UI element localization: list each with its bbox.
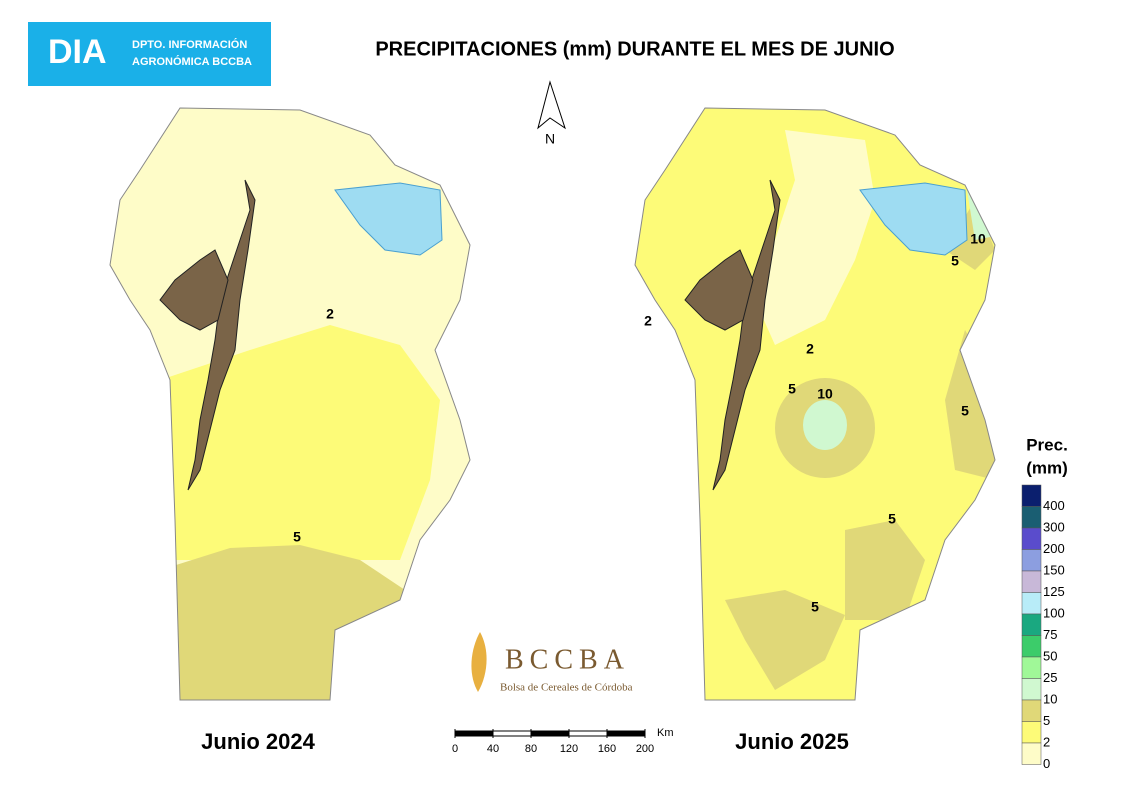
legend-label: 75	[1043, 627, 1057, 642]
contour-label: 5	[961, 403, 969, 419]
scale-segment	[530, 730, 570, 737]
legend-label: 300	[1043, 519, 1065, 534]
contour-label: 2	[326, 306, 334, 322]
legend-label: 100	[1043, 605, 1065, 620]
legend-swatch	[1021, 656, 1042, 679]
contour-label: 10	[970, 231, 986, 247]
north-label: N	[545, 131, 555, 147]
logo-subtitle: Bolsa de Cereales de Córdoba	[500, 682, 633, 694]
contour-label: 5	[788, 381, 796, 397]
legend-swatch	[1021, 635, 1042, 658]
title: PRECIPITACIONES (mm) DURANTE EL MES DE J…	[375, 38, 894, 60]
dept-text: AGRONÓMICA BCCBA	[132, 55, 252, 68]
legend-label: 400	[1043, 498, 1065, 513]
map-2024	[109, 107, 471, 701]
legend-label: 200	[1043, 541, 1065, 556]
contour-label: 5	[293, 529, 301, 545]
legend-swatch	[1021, 570, 1042, 593]
scale-label: 160	[598, 743, 616, 755]
contour-label: 2	[644, 313, 652, 329]
scale-label: 80	[525, 743, 537, 755]
legend-swatch	[1021, 742, 1042, 765]
legend-swatch	[1021, 506, 1042, 529]
contour-label: 10	[817, 386, 833, 402]
scale-segment	[606, 730, 646, 737]
legend-label: 2	[1043, 734, 1050, 749]
legend-title: (mm)	[1026, 458, 1068, 477]
legend-swatch	[1021, 721, 1042, 744]
scale-label: 0	[452, 743, 458, 755]
legend-title: Prec.	[1026, 435, 1068, 454]
scale-segment	[454, 730, 494, 737]
legend-label: 50	[1043, 648, 1057, 663]
scale-label: 120	[560, 743, 578, 755]
legend-label: 150	[1043, 562, 1065, 577]
scale-segment	[492, 730, 532, 737]
legend-swatch	[1021, 613, 1042, 636]
contour-label: 5	[888, 511, 896, 527]
dept-text: DPTO. INFORMACIÓN	[132, 38, 247, 51]
legend-label: 25	[1043, 670, 1057, 685]
contour-label: 5	[811, 599, 819, 615]
contour-label: 5	[951, 253, 959, 269]
legend-swatch	[1021, 484, 1042, 507]
legend-label: 125	[1043, 584, 1065, 599]
logo-name: BCCBA	[505, 644, 630, 675]
logo-text: DIA	[48, 33, 107, 71]
scale-label: 200	[636, 743, 654, 755]
map-label: Junio 2025	[735, 729, 849, 754]
map-label: Junio 2024	[201, 729, 315, 754]
legend-label: 10	[1043, 691, 1057, 706]
scale-unit: Km	[657, 727, 674, 739]
legend-label: 5	[1043, 713, 1050, 728]
legend-label: 0	[1043, 756, 1050, 771]
logo-box	[28, 22, 271, 86]
legend-swatch	[1021, 527, 1042, 550]
legend-swatch	[1021, 549, 1042, 572]
scale-label: 40	[487, 743, 499, 755]
scale-segment	[568, 730, 608, 737]
legend-swatch	[1021, 678, 1042, 701]
legend-swatch	[1021, 592, 1042, 615]
north-arrow	[537, 80, 566, 130]
contour-label: 2	[806, 341, 814, 357]
bccba-logo: BCCBA Bolsa de Cereales de Córdoba	[471, 632, 633, 694]
legend-swatch	[1021, 699, 1042, 722]
